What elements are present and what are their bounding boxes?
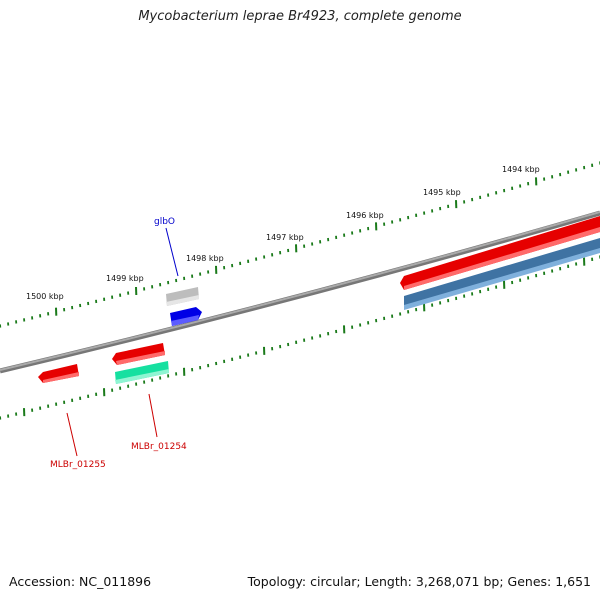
gene-grey[interactable] (166, 287, 199, 306)
gene-label-glbo[interactable]: glbO (154, 217, 175, 227)
mlbr-01255-label-line (66, 412, 78, 457)
gene-mlbr-01255[interactable] (38, 364, 79, 383)
tick-label-1497: 1497 kbp (266, 233, 304, 242)
mlbr-01254-label-line (148, 393, 158, 438)
accession-text: Accession: NC_011896 (9, 574, 152, 589)
gene-label-mlbr-01255[interactable]: MLBr_01255 (50, 460, 106, 470)
gene-glbo[interactable] (170, 307, 202, 326)
gene-mlbr-01254-green[interactable] (115, 361, 169, 384)
tick-label-1496: 1496 kbp (346, 211, 384, 220)
tick-label-1495: 1495 kbp (423, 188, 461, 197)
gene-label-mlbr-01254[interactable]: MLBr_01254 (131, 442, 187, 452)
glbo-label-line (165, 227, 179, 277)
genome-title: Mycobacterium leprae Br4923, complete ge… (138, 9, 462, 24)
genome-summary-text: Topology: circular; Length: 3,268,071 bp… (247, 574, 591, 589)
outer-tick-ring (0, 161, 600, 328)
gene-large-red-forward[interactable] (400, 216, 600, 290)
tick-label-1498: 1498 kbp (186, 254, 224, 263)
gene-mlbr-01254-forward[interactable] (112, 343, 165, 365)
gene-large-steelblue-reverse[interactable] (404, 238, 600, 310)
tick-label-1500: 1500 kbp (26, 292, 64, 301)
tick-label-1494: 1494 kbp (502, 165, 540, 174)
inner-tick-ring (0, 255, 600, 420)
tick-label-1499: 1499 kbp (106, 274, 144, 283)
genome-backbone-highlight (0, 211, 600, 371)
